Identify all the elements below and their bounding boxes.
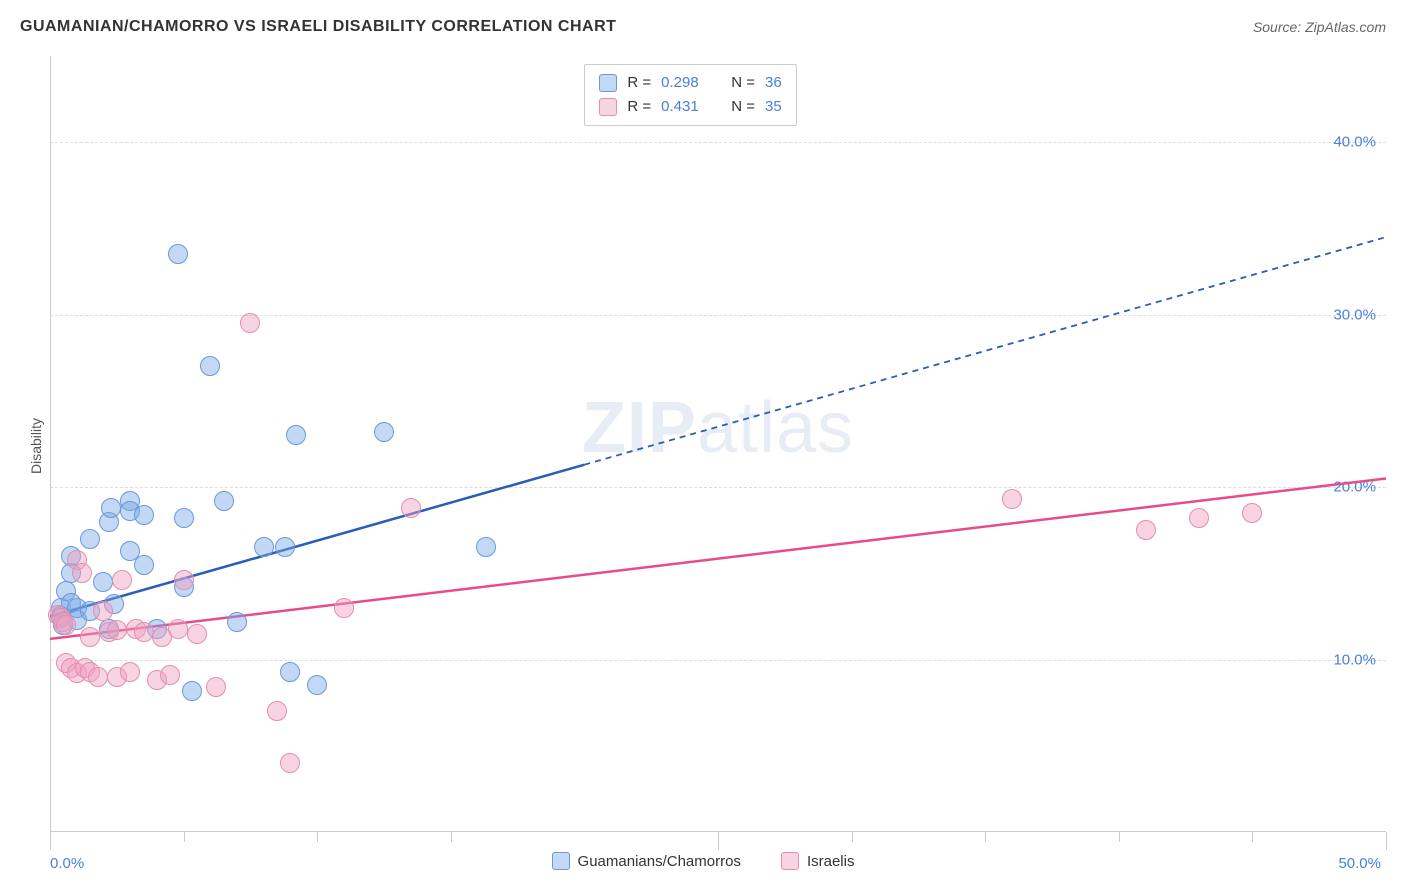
data-point — [280, 662, 300, 682]
data-point — [174, 570, 194, 590]
gridline — [50, 142, 1386, 143]
legend-swatch — [781, 852, 799, 870]
data-point — [1002, 489, 1022, 509]
data-point — [112, 570, 132, 590]
source-label: Source: ZipAtlas.com — [1253, 19, 1386, 35]
legend-swatch — [599, 98, 617, 116]
legend-swatch — [552, 852, 570, 870]
data-point — [168, 244, 188, 264]
y-tick-label: 30.0% — [1333, 306, 1376, 323]
x-tick-minor — [317, 832, 318, 842]
legend-item: Guamanians/Chamorros — [552, 852, 741, 870]
data-point — [267, 701, 287, 721]
data-point — [214, 491, 234, 511]
legend-label: Guamanians/Chamorros — [578, 853, 741, 870]
x-tick-minor — [852, 832, 853, 842]
data-point — [275, 537, 295, 557]
data-point — [182, 681, 202, 701]
data-point — [134, 505, 154, 525]
x-tick-minor — [184, 832, 185, 842]
data-point — [88, 667, 108, 687]
data-point — [107, 620, 127, 640]
data-point — [200, 356, 220, 376]
data-point — [187, 624, 207, 644]
data-point — [401, 498, 421, 518]
chart-title: GUAMANIAN/CHAMORRO VS ISRAELI DISABILITY… — [20, 18, 616, 36]
y-axis-label: Disability — [28, 418, 44, 474]
data-point — [1242, 503, 1262, 523]
data-point — [334, 598, 354, 618]
legend-stats-row: R = 0.431 N = 35 — [599, 95, 781, 119]
legend-stats: R = 0.298 N = 36R = 0.431 N = 35 — [584, 64, 796, 126]
y-axis-line — [50, 56, 51, 832]
data-point — [134, 622, 154, 642]
header: GUAMANIAN/CHAMORRO VS ISRAELI DISABILITY… — [20, 18, 1386, 36]
x-tick-major — [1386, 832, 1387, 850]
data-point — [56, 615, 76, 635]
data-point — [206, 677, 226, 697]
legend-label: Israelis — [807, 853, 855, 870]
bottom-legend: Guamanians/Chamorros Israelis — [0, 852, 1406, 870]
data-point — [101, 498, 121, 518]
data-point — [307, 675, 327, 695]
data-point — [168, 619, 188, 639]
x-tick-minor — [1119, 832, 1120, 842]
data-point — [1189, 508, 1209, 528]
gridline — [50, 660, 1386, 661]
data-point — [280, 753, 300, 773]
watermark: ZIPatlas — [582, 387, 854, 469]
x-tick-major — [718, 832, 719, 850]
legend-stats-row: R = 0.298 N = 36 — [599, 71, 781, 95]
plot-area: ZIPatlas 10.0%20.0%30.0%40.0%0.0%50.0%R … — [50, 56, 1386, 832]
data-point — [374, 422, 394, 442]
data-point — [134, 555, 154, 575]
y-tick-label: 10.0% — [1333, 651, 1376, 668]
gridline — [50, 487, 1386, 488]
data-point — [240, 313, 260, 333]
data-point — [286, 425, 306, 445]
data-point — [80, 529, 100, 549]
y-tick-label: 20.0% — [1333, 479, 1376, 496]
data-point — [72, 563, 92, 583]
data-point — [93, 601, 113, 621]
data-point — [476, 537, 496, 557]
legend-swatch — [599, 74, 617, 92]
data-point — [1136, 520, 1156, 540]
x-tick-minor — [985, 832, 986, 842]
y-tick-label: 40.0% — [1333, 134, 1376, 151]
data-point — [227, 612, 247, 632]
trendlines — [50, 56, 1386, 832]
data-point — [120, 662, 140, 682]
data-point — [254, 537, 274, 557]
x-tick-major — [50, 832, 51, 850]
legend-item: Israelis — [781, 852, 855, 870]
data-point — [93, 572, 113, 592]
x-tick-minor — [451, 832, 452, 842]
data-point — [160, 665, 180, 685]
x-tick-minor — [1252, 832, 1253, 842]
data-point — [80, 627, 100, 647]
data-point — [174, 508, 194, 528]
